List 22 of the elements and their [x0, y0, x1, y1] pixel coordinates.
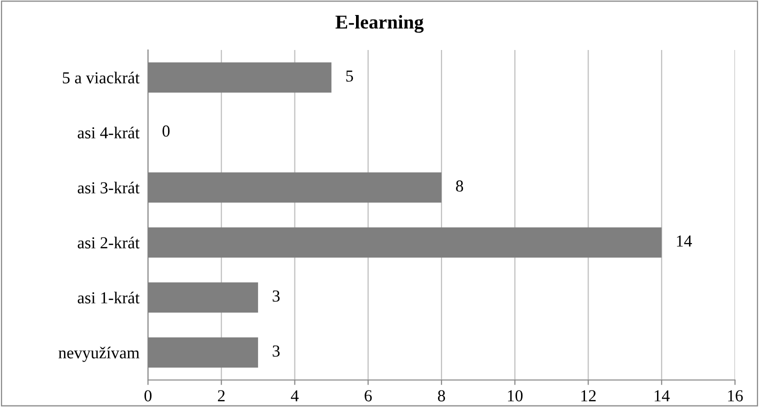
x-tick-label: 2	[218, 390, 225, 402]
y-tick-label: asi 2-krát	[78, 236, 140, 248]
data-label: 3	[272, 290, 280, 302]
x-tick-label: 6	[364, 390, 372, 402]
y-tick-label: asi 4-krát	[78, 126, 140, 138]
x-tick-label: 8	[438, 390, 446, 402]
data-label: 3	[272, 345, 280, 357]
data-label: 0	[162, 125, 170, 137]
x-tick-label: 4	[290, 390, 299, 402]
x-tick-label: 14	[654, 390, 670, 402]
x-tick-label: 0	[144, 390, 152, 402]
chart-title: E-learning	[336, 14, 424, 33]
data-label: 5	[346, 70, 354, 82]
data-label: 14	[676, 236, 692, 247]
x-tick-label: 16	[728, 390, 743, 402]
y-tick-label: 5 a viackrát	[62, 72, 140, 84]
x-tick-label: 12	[581, 390, 596, 402]
y-tick-label: asi 1-krát	[78, 292, 140, 304]
data-label: 8	[456, 180, 464, 192]
y-tick-label: nevyužívam	[58, 346, 140, 362]
y-tick-label: asi 3-krát	[78, 182, 140, 194]
x-tick-label: 10	[508, 390, 523, 402]
